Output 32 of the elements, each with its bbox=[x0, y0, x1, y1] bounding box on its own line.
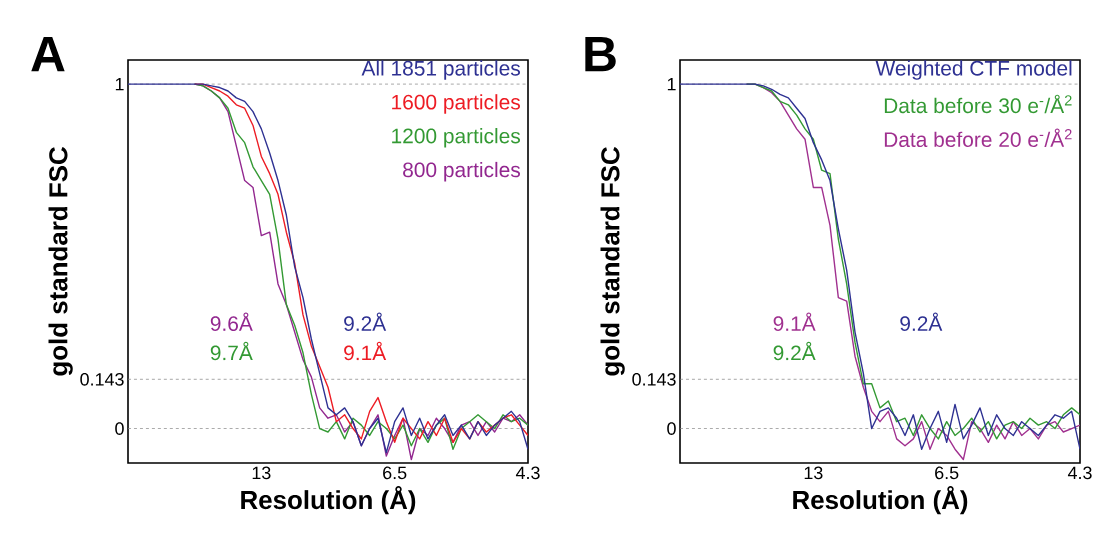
text: 1200 particles bbox=[392, 128, 521, 148]
text: Weighted CTF model bbox=[875, 60, 1072, 80]
x-tick-label: 4.3 bbox=[515, 466, 540, 480]
text: 1600 particles bbox=[392, 94, 521, 114]
x-tick-label: 4.3 bbox=[1067, 466, 1092, 480]
text: 800 particles bbox=[403, 161, 521, 182]
y-tick-label: 0.143 bbox=[632, 372, 676, 386]
x-tick-label: 6.5 bbox=[935, 466, 959, 480]
y-axis-title: gold standard FSC bbox=[48, 147, 73, 376]
annotation: 9.2Å bbox=[773, 341, 816, 361]
x-tick-label: 13 bbox=[804, 466, 823, 480]
x-tick-label: 6.5 bbox=[383, 466, 407, 480]
text: Data before 30 e$^{-}$/Å$^{2}$ bbox=[884, 94, 1072, 114]
text: All 1851 particles bbox=[361, 60, 520, 80]
y-tick-label: 0 bbox=[667, 422, 676, 435]
y-tick-label: 0 bbox=[115, 422, 124, 435]
annotation: 9.2Å bbox=[344, 312, 387, 331]
chart-title: B bbox=[585, 36, 616, 72]
annotation: 9.6Å bbox=[210, 312, 253, 331]
y-tick-label: 0.143 bbox=[80, 372, 124, 386]
x-tick-label: 13 bbox=[252, 466, 271, 480]
annotation: 9.7Å bbox=[210, 341, 253, 361]
y-tick-label: 1 bbox=[115, 77, 124, 91]
annotation: 9.1Å bbox=[344, 341, 387, 361]
x-axis-title: Resolution (Å) bbox=[241, 486, 416, 515]
y-axis-title: gold standard FSC bbox=[600, 147, 625, 376]
annotation: 9.1Å bbox=[773, 312, 816, 331]
annotation: 9.2Å bbox=[900, 312, 943, 331]
y-tick-label: 1 bbox=[667, 77, 676, 91]
x-axis-title: Resolution (Å) bbox=[793, 486, 968, 515]
chart-title: A bbox=[31, 36, 65, 72]
text: Data before 20 e$^{-}$/Å$^{2}$ bbox=[884, 128, 1072, 147]
